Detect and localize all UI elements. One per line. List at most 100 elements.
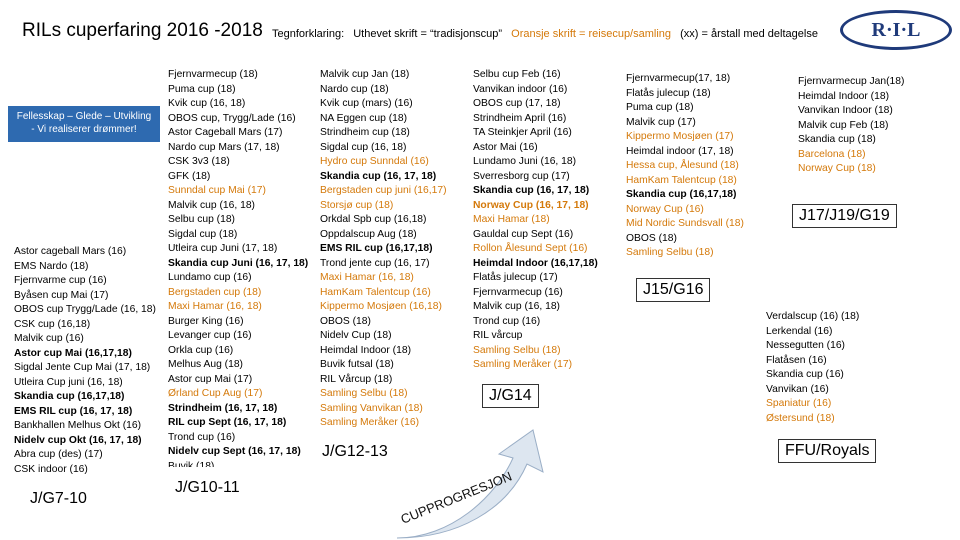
group-g10-11: J/G10-11 bbox=[175, 479, 240, 496]
cup-entry: Malvik cup (16) bbox=[14, 333, 84, 344]
cup-entry: Skandia cup (16,17,18) bbox=[14, 391, 125, 402]
cup-entry: Puma cup (18) bbox=[168, 83, 236, 95]
cup-entry: Lerkendal (16) bbox=[766, 325, 833, 337]
cup-entry: Malvik cup (16, 18) bbox=[473, 301, 560, 312]
group-g12-13: J/G12-13 bbox=[322, 443, 388, 460]
cup-entry: Norway Cup (16) bbox=[626, 203, 704, 215]
cup-entry: Utleira cup Juni (17, 18) bbox=[168, 243, 278, 254]
group-j15-16: J15/G16 bbox=[636, 278, 711, 302]
column-g12-13: Malvik cup Jan (18) Nardo cup (18) Kvik cu… bbox=[320, 68, 447, 431]
column-j15-16: Fjernvarmecup(17, 18) Flatås julecup (18)… bbox=[626, 72, 744, 261]
cup-entry: Skandia cup (16, 17, 18) bbox=[320, 170, 437, 182]
legend-bold: Uthevet skrift = “tradisjonscup” bbox=[353, 28, 503, 40]
cup-entry: Malvik cup (17) bbox=[626, 116, 696, 128]
legend-year: (xx) = årstall med deltagelse bbox=[680, 28, 818, 40]
cup-entry: Fjernvarmecup Jan(18) bbox=[798, 76, 905, 87]
cup-entry: Heimdal Indoor (18) bbox=[320, 344, 411, 356]
cup-entry: Ørland Cup Aug (17) bbox=[168, 388, 263, 399]
cup-entry: Sverresborg cup (17) bbox=[473, 170, 570, 182]
cup-entry: Astor cageball Mars (16) bbox=[14, 246, 127, 257]
cup-entry: Nidelv Cup (18) bbox=[320, 330, 392, 341]
cup-entry: Trond jente cup (16, 17) bbox=[320, 257, 430, 269]
cup-entry: Bankhallen Melhus Okt (16) bbox=[14, 420, 142, 431]
cup-entry: Buvik futsal (18) bbox=[320, 359, 394, 370]
page-title: RILs cuperfaring 2016 -2018 bbox=[22, 20, 263, 41]
cup-entry: EMS RIL cup (16,17,18) bbox=[320, 243, 433, 254]
cup-entry: Skandia cup (16,17,18) bbox=[626, 189, 737, 200]
cup-entry: CSK cup (16,18) bbox=[14, 318, 91, 330]
cup-entry: Astor Cageball Mars (17) bbox=[168, 127, 283, 138]
cup-entry: RIL Vårcup (18) bbox=[320, 373, 393, 385]
cup-entry: Skandia cup (18) bbox=[798, 134, 876, 145]
cup-entry: Bergstaden cup juni (16,17) bbox=[320, 185, 447, 196]
cup-entry: Sigdal cup (18) bbox=[168, 228, 238, 240]
cup-entry: Heimdal indoor (17, 18) bbox=[626, 145, 734, 157]
cup-entry: Norway Cup (18) bbox=[798, 163, 876, 174]
cup-entry: Kippermo Mosjøen (16,18) bbox=[320, 301, 442, 312]
cup-entry: NA Eggen cup (18) bbox=[320, 112, 408, 124]
column-g14: Selbu cup Feb (16) Vanvikan indoor (16) OB… bbox=[473, 68, 598, 373]
cup-entry: Mid Nordic Sundsvall (18) bbox=[626, 218, 744, 229]
banner-line2: - Vi realiserer drømmer! bbox=[31, 124, 137, 135]
column-j17: Fjernvarmecup Jan(18) Heimdal Indoor (18)… bbox=[798, 75, 904, 177]
cup-entry: Skandia cup (16) bbox=[766, 369, 844, 380]
cup-entry: Strindheim (16, 17, 18) bbox=[168, 402, 278, 414]
cup-entry: Fjernvarmecup (16) bbox=[473, 286, 563, 298]
cup-entry: TA Steinkjer April (16) bbox=[473, 127, 572, 138]
cup-entry: Sigdal Jente Cup Mai (17, 18) bbox=[14, 362, 151, 373]
cup-entry: Fjernvarmecup(17, 18) bbox=[626, 73, 731, 84]
cup-entry: Burger King (16) bbox=[168, 315, 244, 327]
ril-logo: R·I·L bbox=[840, 10, 952, 50]
cup-entry: Strindheim cup (18) bbox=[320, 127, 410, 138]
banner-line1: Fellesskap – Glede – Utvikling bbox=[16, 111, 152, 122]
cup-entry: Kvik cup (16, 18) bbox=[168, 98, 246, 109]
cup-entry: Melhus Aug (18) bbox=[168, 359, 243, 370]
cup-entry: Skandia cup (16, 17, 18) bbox=[473, 185, 590, 196]
cup-entry: Maxi Hamar (16, 18) bbox=[320, 272, 414, 283]
cup-entry: Fjernvarmecup (18) bbox=[168, 69, 258, 80]
cup-entry: Vanvikan indoor (16) bbox=[473, 83, 568, 95]
cup-entry: Skandia cup Juni (16, 17, 18) bbox=[168, 257, 309, 269]
cup-entry: Maxi Hamar (16, 18) bbox=[168, 301, 262, 312]
cup-entry: OBOS cup, Trygg/Lade (16) bbox=[168, 112, 296, 124]
cup-entry: Puma cup (18) bbox=[626, 102, 694, 113]
cup-entry: Samling Meråker (16) bbox=[320, 417, 419, 428]
cup-entry: Samling Vanvikan (18) bbox=[320, 402, 423, 414]
cup-entry: Vanvikan Indoor (18) bbox=[798, 105, 893, 116]
cup-entry: GFK (18) bbox=[168, 170, 211, 182]
cup-entry: Astor cup Mai (17) bbox=[168, 373, 253, 385]
slogan-banner: Fellesskap – Glede – Utvikling - Vi real… bbox=[8, 106, 160, 142]
group-g14: J/G14 bbox=[482, 384, 539, 408]
cup-entry: Oppdalscup Aug (18) bbox=[320, 228, 417, 240]
cup-entry: Gauldal cup Sept (16) bbox=[473, 228, 574, 240]
cup-entry: Lundamo cup (16) bbox=[168, 272, 252, 283]
cup-entry: Heimdal Indoor (18) bbox=[798, 90, 889, 102]
cup-entry: Samling Meråker (17) bbox=[473, 359, 572, 370]
cup-entry: Nardo cup Mars (17, 18) bbox=[168, 141, 280, 153]
cup-entry: Selbu cup Feb (16) bbox=[473, 69, 561, 80]
cup-entry: Barcelona (18) bbox=[798, 148, 866, 160]
cup-entry: OBOS cup Trygg/Lade (16, 18) bbox=[14, 304, 156, 315]
cup-entry: Malvik cup (16, 18) bbox=[168, 199, 255, 211]
cup-entry: Lundamo Juni (16, 18) bbox=[473, 156, 577, 167]
cup-entry: Selbu cup (18) bbox=[168, 214, 235, 225]
cup-entry: Storsjø cup (18) bbox=[320, 199, 394, 211]
cup-entry: Sigdal cup (16, 18) bbox=[320, 141, 407, 153]
group-g7-10: J/G7-10 bbox=[30, 490, 87, 507]
cup-entry: Sunndal cup Mai (17) bbox=[168, 185, 266, 196]
cup-entry: Samling Selbu (18) bbox=[473, 344, 561, 356]
cup-entry: Trond cup (16) bbox=[473, 315, 541, 327]
cup-entry: RIL vårcup bbox=[473, 330, 523, 341]
cup-entry: Byåsen cup Mai (17) bbox=[14, 289, 109, 301]
cup-entry: CSK indoor (16) bbox=[14, 463, 88, 475]
cup-entry: Orkla cup (16) bbox=[168, 344, 234, 356]
cup-entry: Malvik cup Feb (18) bbox=[798, 119, 889, 131]
cup-entry: OBOS (18) bbox=[626, 232, 677, 244]
group-j17: J17/J19/G19 bbox=[792, 204, 897, 228]
cup-entry: Nidelv cup Okt (16, 17, 18) bbox=[14, 434, 142, 446]
cup-entry: Samling Selbu (18) bbox=[626, 247, 714, 258]
cup-entry: Vanvikan (16) bbox=[766, 383, 829, 395]
cup-entry: Strindheim April (16) bbox=[473, 112, 567, 124]
cup-entry: Orkdal Spb cup (16,18) bbox=[320, 214, 427, 225]
cup-entry: Kvik cup (mars) (16) bbox=[320, 98, 413, 109]
